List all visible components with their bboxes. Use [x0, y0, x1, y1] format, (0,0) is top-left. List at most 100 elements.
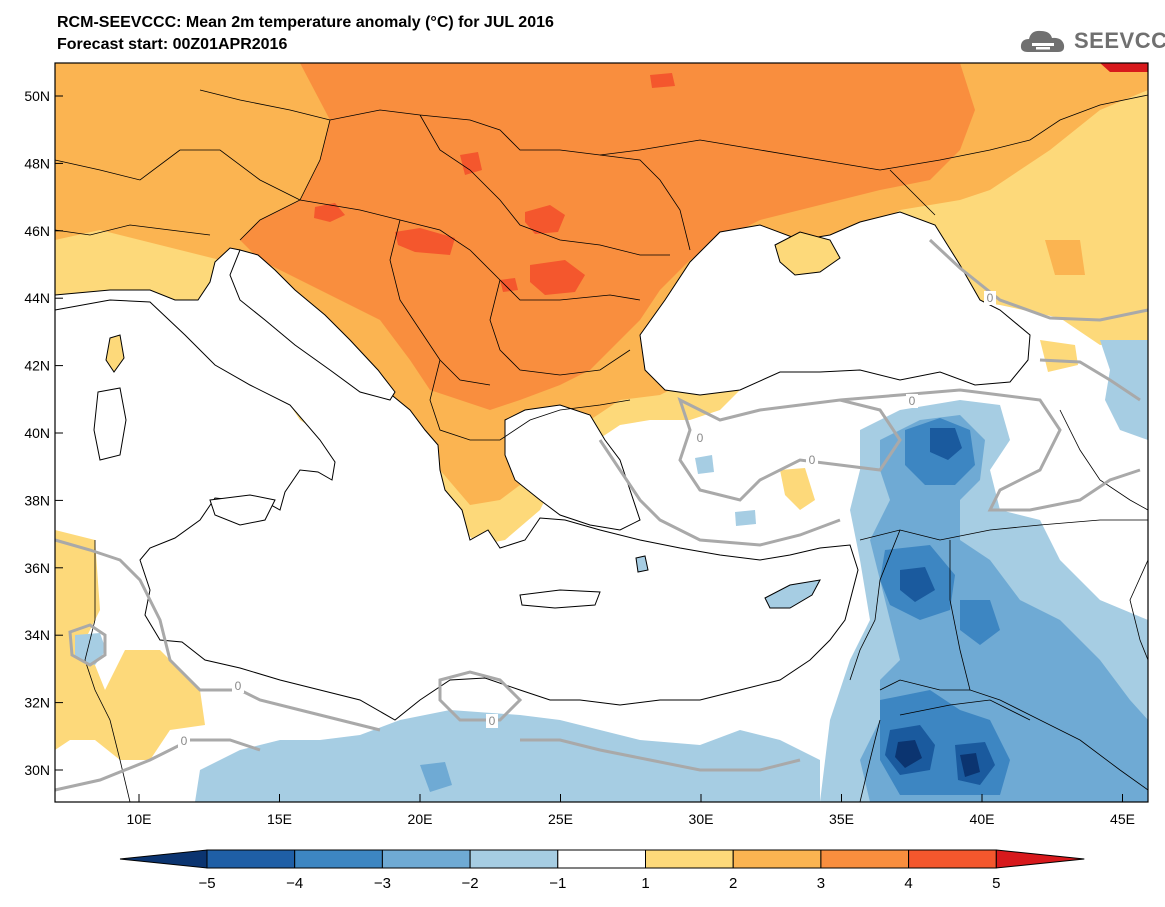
aegean-sea — [504, 404, 641, 531]
black-sea — [639, 211, 1031, 396]
warm-3-region — [240, 63, 975, 410]
colorbar-max-arrow — [995, 849, 1085, 869]
colorbar-bin — [469, 849, 559, 869]
contour-label: 0 — [809, 453, 816, 467]
forecast-start-subtitle: Forecast start: 00Z01APR2016 — [57, 36, 288, 53]
cool-1-spot — [695, 455, 714, 474]
warm-4-spot-1 — [314, 203, 345, 222]
corsica-island — [105, 334, 125, 373]
colorbar-bin — [645, 849, 734, 869]
warm-5-corner — [1100, 63, 1148, 72]
contour-label: 0 — [181, 734, 188, 748]
crimea-peninsula — [774, 231, 841, 276]
cool-3-east — [880, 418, 1010, 795]
colorbar-tick-label: −5 — [198, 875, 215, 892]
rhodes-island — [635, 555, 649, 573]
warm-4-spot-5 — [460, 152, 482, 175]
lon-tick-label: 30E — [689, 811, 714, 827]
anomaly-field — [55, 63, 1148, 802]
warm-2-east — [1045, 240, 1085, 275]
contour-label: 0 — [235, 679, 242, 693]
warm-1-turkey-patch — [780, 468, 815, 510]
colorbar-bin — [820, 849, 910, 869]
warm-4-spot-6 — [650, 73, 675, 88]
colorbar-tick-label: −3 — [374, 875, 391, 892]
lat-tick-label: 44N — [24, 290, 50, 306]
warm-1-n-africa — [55, 530, 205, 760]
lat-tick-label: 32N — [24, 695, 50, 711]
sardinia-island — [93, 387, 127, 461]
cool-1-spot-2 — [735, 510, 756, 526]
colorbar-bin — [557, 849, 646, 869]
lat-tick-label: 48N — [24, 155, 50, 171]
contour-label: 0 — [697, 431, 704, 445]
cool-4-east — [885, 428, 995, 785]
colorbar-tick-label: −2 — [462, 875, 479, 892]
colorbar-tick-label: 1 — [641, 875, 649, 892]
colorbar-tick-label: 2 — [729, 875, 737, 892]
contour-label-bg — [694, 431, 706, 445]
lat-tick-label: 42N — [24, 358, 50, 374]
crete-island — [519, 589, 601, 609]
seevccc-logo: SEEVCCC — [1018, 26, 1165, 56]
colorbar: −5 −4 −3 −2 −1 1 2 3 4 5 — [119, 849, 1085, 892]
lon-tick-label: 25E — [548, 811, 573, 827]
logo-text: SEEVCCC — [1074, 28, 1165, 53]
lat-tick-label: 50N — [24, 88, 50, 104]
longitude-axis: 10E 15E 20E 25E 30E 35E 40E 45E — [127, 794, 1135, 827]
lat-tick-label: 30N — [24, 762, 50, 778]
cool-2-south — [420, 762, 452, 792]
colorbar-tick-label: 3 — [817, 875, 825, 892]
colorbar-bin — [732, 849, 822, 869]
colorbar-min-arrow — [119, 849, 208, 869]
adriatic-sea — [229, 249, 396, 401]
map-title: RCM-SEEVCCC: Mean 2m temperature anomaly… — [57, 14, 554, 31]
warm-4-spot-3 — [525, 205, 565, 234]
country-borders — [54, 89, 1149, 803]
lon-tick-label: 45E — [1110, 811, 1135, 827]
contour-label-group: 0 0 0 0 0 0 0 — [178, 291, 996, 748]
cloud-logo-icon — [1020, 30, 1065, 52]
lon-tick-label: 40E — [970, 811, 995, 827]
contour-label-bg — [178, 734, 190, 748]
contour-label-bg — [806, 453, 818, 467]
lon-tick-label: 20E — [408, 811, 433, 827]
cool-5-east — [895, 740, 980, 777]
colorbar-bin — [381, 849, 471, 869]
colorbar-tick-label: −4 — [286, 875, 303, 892]
warm-4-spot-2 — [395, 228, 455, 255]
lat-tick-label: 40N — [24, 425, 50, 441]
sea-mask — [55, 211, 1031, 721]
colorbar-bin — [294, 849, 383, 869]
contour-label: 0 — [489, 714, 496, 728]
lon-tick-label: 10E — [127, 811, 152, 827]
warm-4-spot-4 — [530, 260, 585, 295]
cool-1-south — [195, 710, 820, 802]
warm-1-east — [1040, 340, 1078, 372]
sicily-island — [209, 494, 276, 526]
cyprus-island — [764, 579, 821, 609]
cool-1-tunisia — [75, 633, 106, 665]
contour-label-bg — [906, 394, 918, 408]
colorbar-bin — [206, 849, 296, 869]
lat-tick-label: 38N — [24, 492, 50, 508]
contour-label: 0 — [987, 291, 994, 305]
zero-contours — [54, 238, 1149, 792]
warm-4-spot-7 — [500, 278, 518, 292]
contour-label-bg — [232, 679, 244, 693]
lon-tick-label: 15E — [267, 811, 292, 827]
latitude-axis: 50N 48N 46N 44N 42N 40N 38N 36N 34N 32N 30N — [24, 88, 63, 778]
contour-label-bg — [486, 714, 498, 728]
colorbar-tick-label: 4 — [904, 875, 912, 892]
lat-tick-label: 34N — [24, 627, 50, 643]
islands — [93, 231, 841, 609]
lat-tick-label: 36N — [24, 560, 50, 576]
contour-label-bg — [984, 291, 996, 305]
colorbar-bin — [908, 849, 997, 869]
contour-label: 0 — [909, 394, 916, 408]
lon-tick-label: 35E — [829, 811, 854, 827]
lat-tick-label: 46N — [24, 223, 50, 239]
colorbar-tick-label: −1 — [549, 875, 566, 892]
colorbar-tick-label: 5 — [992, 875, 1000, 892]
